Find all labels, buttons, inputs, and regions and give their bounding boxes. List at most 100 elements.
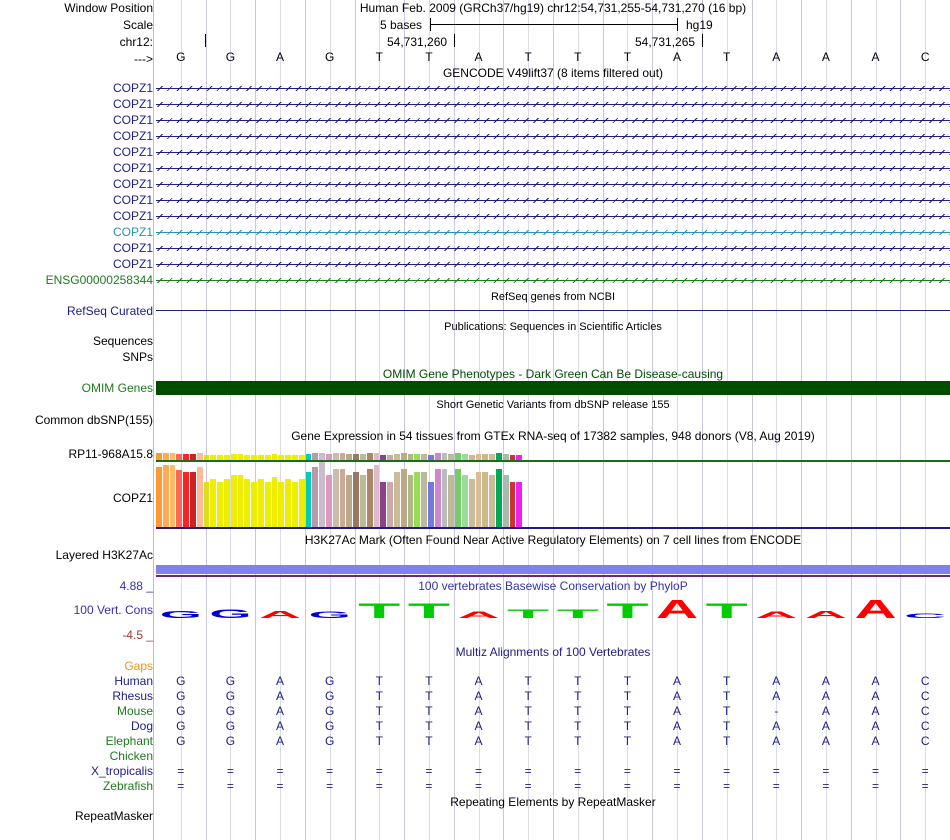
gtex-bar[interactable] xyxy=(271,477,278,527)
gencode-transcript-arrows[interactable] xyxy=(156,150,950,155)
gtex-bar[interactable] xyxy=(244,479,251,527)
gtex-bar[interactable] xyxy=(224,479,230,527)
gtex-small-bar[interactable] xyxy=(475,454,482,460)
gtex-small-bar[interactable] xyxy=(183,454,189,460)
gtex-small-bar[interactable] xyxy=(428,455,434,460)
gtex-bar[interactable] xyxy=(502,475,509,527)
gtex-track-label-copz1[interactable]: COPZ1 xyxy=(112,491,153,505)
gtex-track-label-rp11[interactable]: RP11-968A15.8 xyxy=(68,447,153,461)
gtex-small-bar[interactable] xyxy=(468,455,475,460)
gencode-transcript-arrows[interactable] xyxy=(156,182,950,187)
gtex-bar[interactable] xyxy=(196,467,203,527)
gtex-small-bar[interactable] xyxy=(210,455,217,460)
gtex-small-bar[interactable] xyxy=(462,454,468,460)
gtex-bar[interactable] xyxy=(264,482,271,527)
gtex-bar[interactable] xyxy=(441,469,448,527)
gtex-small-bar[interactable] xyxy=(251,455,257,460)
gencode-transcript-arrows[interactable] xyxy=(156,102,950,107)
chrom-label[interactable]: chr12: xyxy=(119,35,153,49)
gtex-small-bar[interactable] xyxy=(298,455,305,460)
gtex-small-bar[interactable] xyxy=(394,454,400,460)
gtex-bar[interactable] xyxy=(190,472,196,527)
gtex-bar[interactable] xyxy=(162,465,169,527)
gtex-small-bar[interactable] xyxy=(455,453,461,460)
gtex-bar[interactable] xyxy=(360,475,366,527)
gtex-bar[interactable] xyxy=(156,467,162,527)
gtex-bar[interactable] xyxy=(203,482,210,527)
gtex-small-bar[interactable] xyxy=(217,455,223,460)
gtex-bar[interactable] xyxy=(237,475,244,527)
gencode-transcript-arrows[interactable] xyxy=(156,166,950,171)
sequences-track-label[interactable]: Sequences xyxy=(92,334,153,348)
gtex-small-bar[interactable] xyxy=(509,455,516,460)
window-position-label[interactable]: Window Position xyxy=(64,1,153,15)
gtex-small-bar[interactable] xyxy=(332,453,339,460)
gtex-small-bar[interactable] xyxy=(387,455,393,460)
gtex-bar[interactable] xyxy=(455,469,461,527)
gtex-small-bar[interactable] xyxy=(502,454,509,460)
gtex-small-bar[interactable] xyxy=(414,454,421,460)
gencode-item-label[interactable]: COPZ1 xyxy=(112,145,153,159)
phylop-logo-letter[interactable]: A xyxy=(259,609,301,621)
gaps-label[interactable]: Gaps xyxy=(124,659,153,673)
gencode-item-label[interactable]: COPZ1 xyxy=(112,193,153,207)
gtex-small-bar[interactable] xyxy=(482,454,489,460)
strand-label[interactable]: ---> xyxy=(134,52,153,66)
refseq-track-label[interactable]: RefSeq Curated xyxy=(66,304,153,318)
gtex-bar[interactable] xyxy=(434,469,441,527)
gtex-small-bar[interactable] xyxy=(285,455,291,460)
gencode-item-label[interactable]: COPZ1 xyxy=(112,241,153,255)
gtex-small-bar[interactable] xyxy=(278,455,285,460)
gtex-bar[interactable] xyxy=(258,479,264,527)
snps-track-label[interactable]: SNPs xyxy=(122,350,153,364)
gtex-small-bar[interactable] xyxy=(441,453,448,460)
gtex-bar[interactable] xyxy=(230,475,237,527)
scale-label[interactable]: Scale xyxy=(122,18,153,32)
gencode-transcript-arrows[interactable] xyxy=(156,198,950,203)
gtex-small-bar[interactable] xyxy=(380,455,387,460)
gencode-transcript-arrows[interactable] xyxy=(156,230,950,235)
gtex-small-bar[interactable] xyxy=(326,454,332,460)
multiz-species-label[interactable]: Rhesus xyxy=(112,689,153,703)
phylop-logo-letter[interactable]: A xyxy=(854,595,896,622)
multiz-species-label[interactable]: Dog xyxy=(130,719,153,733)
gencode-transcript-arrows[interactable] xyxy=(156,278,950,283)
gtex-bar[interactable] xyxy=(319,462,325,527)
gtex-small-bar[interactable] xyxy=(162,453,169,460)
gtex-small-bar[interactable] xyxy=(360,454,366,460)
gtex-bar[interactable] xyxy=(285,479,291,527)
phylop-logo-letter[interactable]: T xyxy=(408,600,451,622)
gtex-small-bar[interactable] xyxy=(312,453,319,460)
phylop-logo-letter[interactable]: T xyxy=(606,600,649,622)
dbsnp-track-label[interactable]: Common dbSNP(155) xyxy=(34,413,153,427)
phylop-logo-letter[interactable]: G xyxy=(160,609,202,621)
phylop-logo-letter[interactable]: T xyxy=(358,600,401,622)
gtex-small-bar[interactable] xyxy=(339,453,346,460)
gtex-bar[interactable] xyxy=(394,472,400,527)
gtex-bar[interactable] xyxy=(339,469,346,527)
gtex-bar[interactable] xyxy=(380,482,387,527)
gencode-transcript-arrows[interactable] xyxy=(156,86,950,91)
gtex-bar[interactable] xyxy=(183,472,189,527)
gtex-bar[interactable] xyxy=(346,475,353,527)
gtex-small-bar[interactable] xyxy=(400,453,407,460)
phylop-logo-letter[interactable]: G xyxy=(309,610,351,620)
gtex-bar[interactable] xyxy=(305,472,312,527)
gtex-bar[interactable] xyxy=(176,470,183,527)
refseq-track-line[interactable] xyxy=(156,310,950,311)
gencode-item-label[interactable]: COPZ1 xyxy=(112,161,153,175)
gtex-small-bar[interactable] xyxy=(224,455,230,460)
gtex-bar[interactable] xyxy=(414,472,421,527)
gtex-bar[interactable] xyxy=(482,472,489,527)
gencode-item-label[interactable]: COPZ1 xyxy=(112,129,153,143)
gtex-small-bar[interactable] xyxy=(203,455,210,460)
phylop-logo-letter[interactable]: A xyxy=(656,595,698,622)
gtex-small-bar[interactable] xyxy=(489,454,495,460)
gtex-bar[interactable] xyxy=(516,482,523,527)
gtex-bar[interactable] xyxy=(462,475,468,527)
h3k27ac-signal-band[interactable] xyxy=(156,565,950,574)
phylop-logo-letter[interactable]: T xyxy=(706,600,749,622)
gtex-bar[interactable] xyxy=(217,482,223,527)
gtex-bar[interactable] xyxy=(278,482,285,527)
